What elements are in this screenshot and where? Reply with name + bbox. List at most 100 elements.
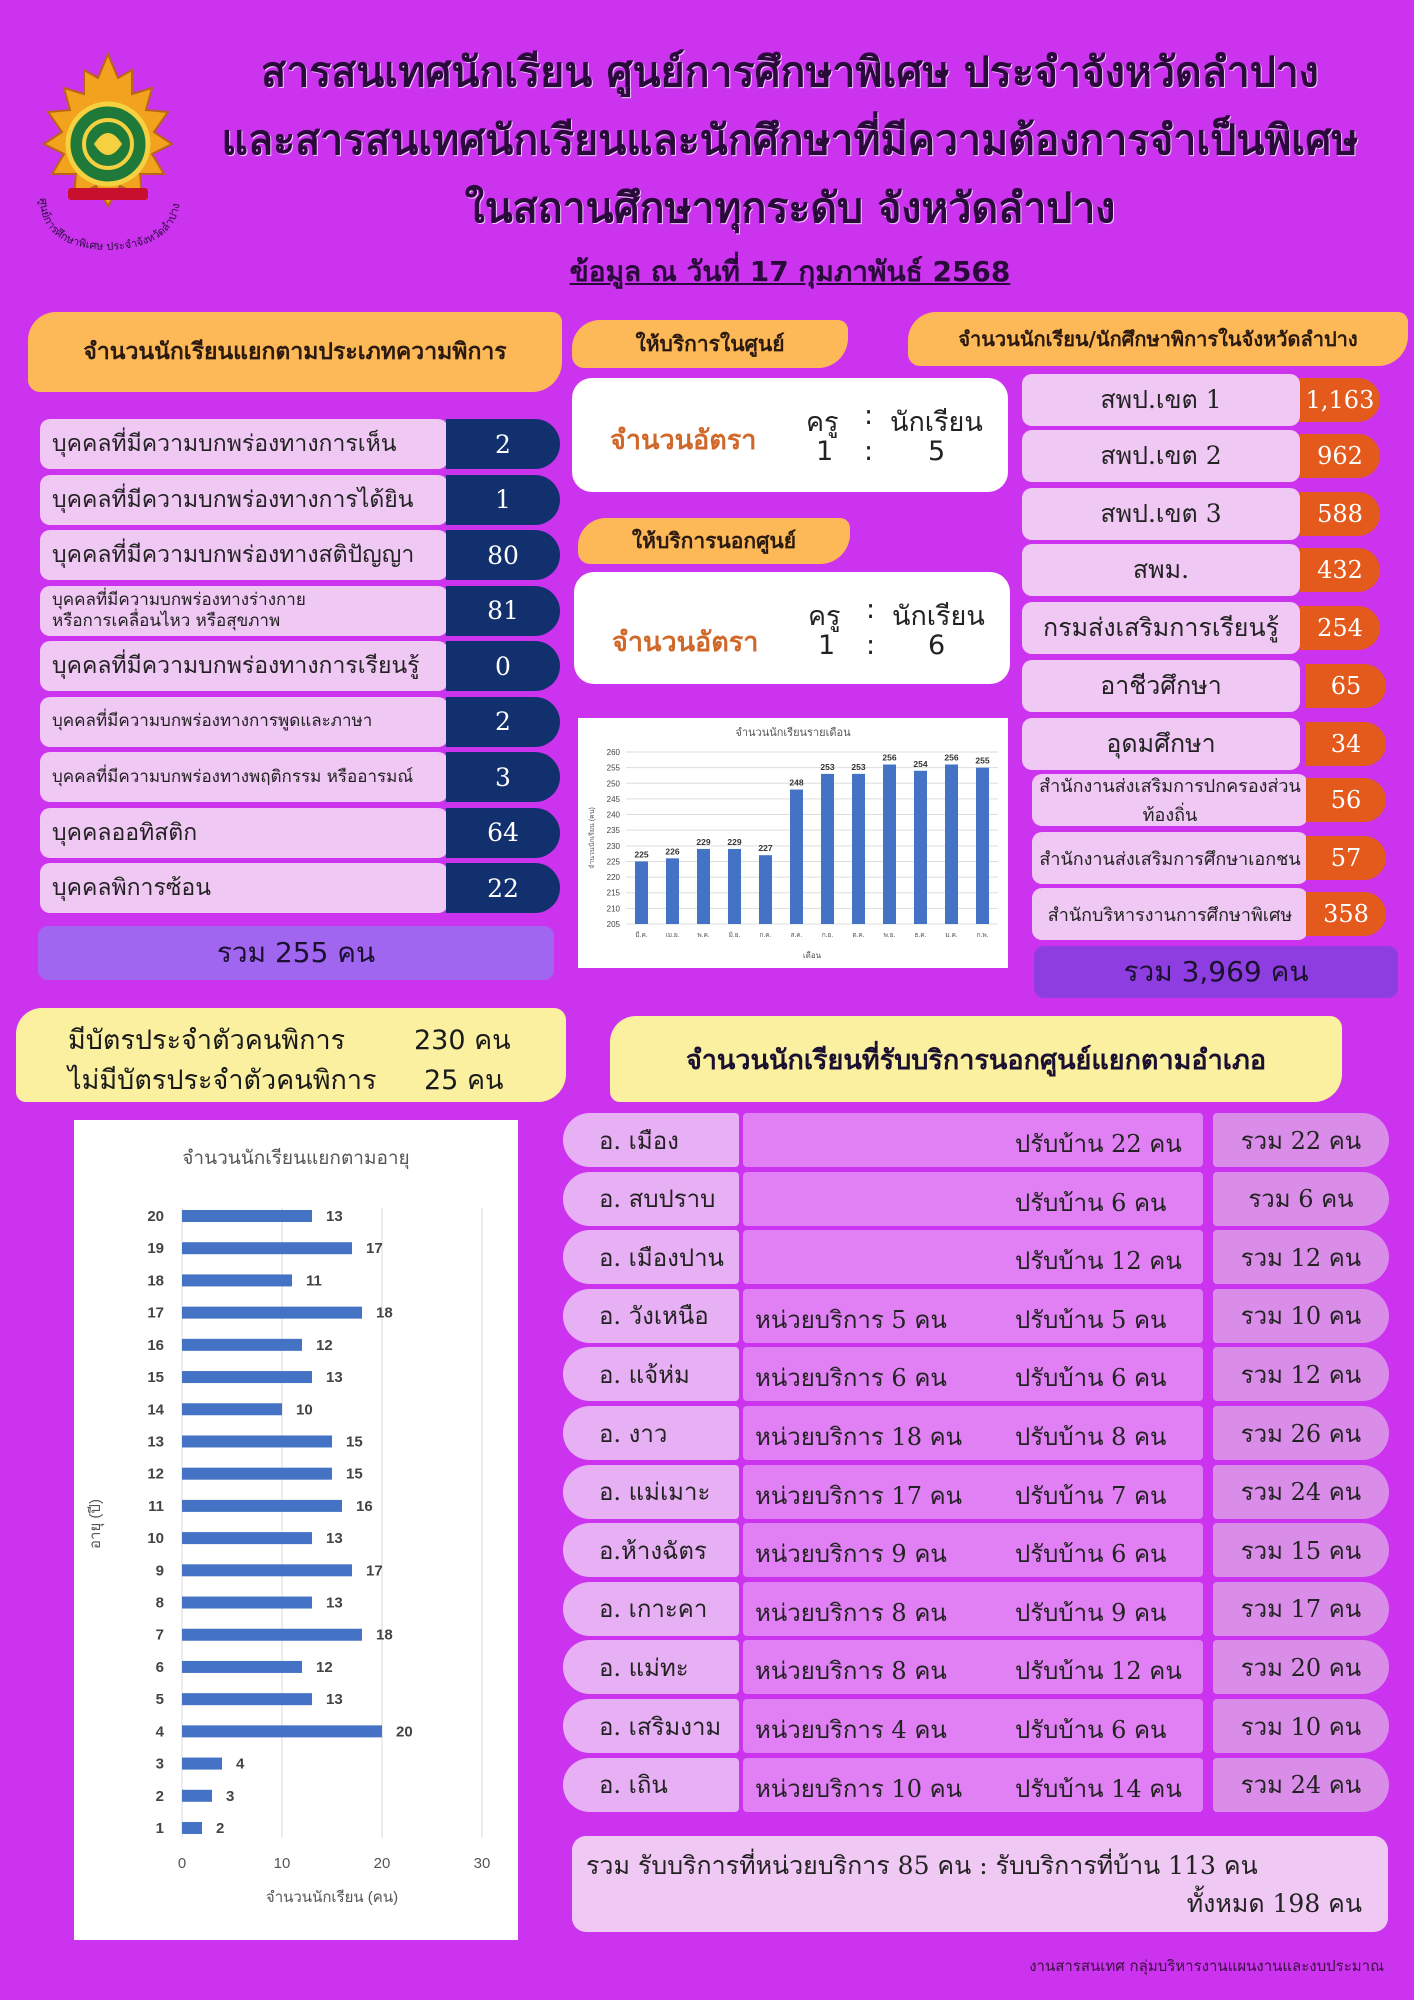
out-student-label: นักเรียน (892, 601, 985, 632)
district-name: อ. สบปราบ (563, 1171, 739, 1226)
age-y-tick-label: 1 (156, 1820, 164, 1837)
district-services: หน่วยบริการ 4 คน ปรับบ้าน 6 คน (743, 1699, 1203, 1753)
district-unit-service: หน่วยบริการ 18 คน (755, 1423, 963, 1451)
disability-type-count: 2 (446, 696, 560, 747)
age-y-tick-label: 12 (147, 1466, 164, 1483)
age-bar-value-label: 3 (226, 1788, 234, 1805)
monthly-bar (820, 773, 835, 924)
age-y-tick-label: 17 (147, 1305, 164, 1322)
age-y-tick-label: 9 (156, 1562, 164, 1579)
age-bar (182, 1435, 332, 1448)
monthly-y-tick-label: 220 (607, 873, 621, 882)
out-student-value: 6 (928, 630, 946, 661)
disability-total: รวม 255 คน (38, 926, 554, 980)
province-agency-label: อุดมศึกษา (1022, 718, 1300, 770)
monthly-chart-panel: จำนวนนักเรียนรายเดือน 205 210 215 220 225 230 2… (578, 718, 1008, 968)
district-total: รวม 24 คน (1213, 1757, 1389, 1812)
province-agency-label: อาชีวศึกษา (1022, 660, 1300, 712)
district-home-service: ปรับบ้าน 6 คน (1015, 1364, 1167, 1393)
age-students-chart: จำนวนนักเรียนแยกตามอายุ0 10 20 302132432041… (87, 1147, 490, 1906)
province-agency-label: สพป.เขต 3 (1022, 488, 1300, 540)
age-bar (182, 1403, 282, 1416)
no-card-value: 25 คน (424, 1065, 504, 1096)
monthly-x-axis-label: เดือน (803, 951, 822, 960)
province-agency-count: 57 (1306, 836, 1386, 880)
in-student-value: 5 (928, 436, 946, 467)
monthly-x-tick-label: เม.ย. (666, 932, 680, 939)
district-name: อ. แจ้ห่ม (563, 1347, 739, 1402)
age-bar (182, 1822, 202, 1834)
district-name: อ. วังเหนือ (563, 1288, 739, 1343)
disability-type-count: 1 (446, 474, 560, 525)
monthly-bar (851, 773, 866, 924)
age-x-axis-label: จำนวนนักเรียน (คน) (266, 1889, 398, 1906)
monthly-students-chart: จำนวนนักเรียนรายเดือน 205 210 215 220 225 230 2… (588, 726, 998, 960)
age-bar (182, 1660, 302, 1673)
district-name: อ. เมือง (563, 1113, 739, 1167)
district-name: อ. เถิน (563, 1757, 739, 1812)
district-home-service: ปรับบ้าน 8 คน (1015, 1423, 1167, 1451)
disability-type-label: บุคคลที่มีความบกพร่องทางร่างกาย หรือการเ… (40, 585, 448, 636)
summary-line-1: รวม รับบริการที่หน่วยบริการ 85 คน : รับบ… (586, 1851, 1258, 1880)
monthly-y-tick-label: 205 (607, 920, 621, 929)
age-bar-value-label: 20 (396, 1723, 413, 1740)
province-agency-label: สำนักงานส่งเสริมการศึกษาเอกชน (1032, 832, 1308, 884)
age-bar-value-label: 13 (326, 1369, 343, 1386)
age-y-tick-label: 5 (156, 1691, 164, 1708)
disability-type-label: บุคคลที่มีความบกพร่องทางสติปัญญา (40, 530, 448, 580)
monthly-bar-value-label: 253 (820, 762, 834, 772)
district-unit-service: หน่วยบริการ 10 คน (755, 1774, 963, 1803)
age-bar (182, 1338, 302, 1351)
in-teacher-value: 1 (816, 436, 834, 467)
monthly-y-tick-label: 260 (607, 748, 621, 757)
monthly-bar-value-label: 255 (975, 756, 989, 766)
district-home-service: ปรับบ้าน 5 คน (1015, 1305, 1167, 1334)
monthly-x-tick-label: ส.ค. (791, 932, 803, 939)
disability-type-label: บุคคลที่มีความบกพร่องทางการเห็น (40, 419, 448, 469)
district-services: ปรับบ้าน 6 คน (743, 1171, 1203, 1226)
page-title-line-1: สารสนเทศนักเรียน ศูนย์การศึกษาพิเศษ ประจ… (261, 48, 1319, 96)
disability-heading: จำนวนนักเรียนแยกตามประเภทความพิการ (28, 312, 562, 392)
monthly-y-tick-label: 255 (607, 764, 621, 773)
district-home-service: ปรับบ้าน 6 คน (1015, 1540, 1167, 1569)
age-x-tick-label: 0 (178, 1855, 186, 1872)
age-bar-value-label: 13 (326, 1530, 343, 1547)
out-colon: : (866, 594, 876, 625)
district-home-service: ปรับบ้าน 9 คน (1015, 1598, 1167, 1627)
in-colon: : (864, 400, 874, 431)
age-bar-value-label: 18 (376, 1627, 393, 1644)
district-name: อ. เมืองปาน (563, 1230, 739, 1285)
monthly-y-tick-label: 235 (607, 826, 621, 835)
disability-type-count: 2 (446, 419, 560, 469)
district-home-service: ปรับบ้าน 14 คน (1015, 1774, 1182, 1803)
disability-type-label: บุคคลที่มีความบกพร่องทางพฤติกรรม หรืออาร… (40, 752, 448, 802)
monthly-x-tick-label: พ.ค. (697, 932, 709, 939)
disability-type-count: 64 (446, 807, 560, 858)
age-bar (182, 1306, 362, 1319)
monthly-bar-value-label: 256 (882, 753, 896, 763)
province-agency-count: 358 (1306, 892, 1386, 936)
age-bar-value-label: 11 (306, 1272, 322, 1289)
in-center-heading: ให้บริการในศูนย์ (572, 320, 848, 368)
district-unit-service: หน่วยบริการ 8 คน (755, 1657, 947, 1686)
monthly-bar-value-label: 253 (851, 762, 865, 772)
monthly-x-tick-label: ก.ค. (760, 932, 772, 939)
district-unit-service: หน่วยบริการ 4 คน (755, 1716, 947, 1744)
province-heading: จำนวนนักเรียน/นักศึกษาพิการในจังหวัดลำปา… (908, 312, 1408, 366)
disability-type-label: บุคคลพิการซ้อน (40, 863, 448, 913)
district-name: อ. งาว (563, 1406, 739, 1460)
age-bar (182, 1532, 312, 1545)
disability-row: บุคคลที่มีความบกพร่องทางการเห็น 2 (40, 419, 560, 469)
district-services: หน่วยบริการ 8 คน ปรับบ้าน 9 คน (743, 1581, 1203, 1636)
district-total: รวม 24 คน (1213, 1464, 1389, 1519)
district-home-service: ปรับบ้าน 12 คน (1015, 1657, 1182, 1686)
district-unit-service: หน่วยบริการ 8 คน (755, 1598, 947, 1627)
district-total: รวม 10 คน (1213, 1288, 1389, 1343)
age-bar (182, 1499, 342, 1512)
monthly-x-tick-label: ก.ย. (822, 932, 834, 939)
monthly-bar (789, 789, 804, 924)
province-agency-count: 34 (1306, 722, 1386, 766)
age-bar-value-label: 13 (326, 1691, 343, 1708)
summary-line-2: ทั้งหมด 198 คน (1186, 1889, 1362, 1918)
out-center-ratio-label: จำนวนอัตรา (612, 627, 759, 658)
